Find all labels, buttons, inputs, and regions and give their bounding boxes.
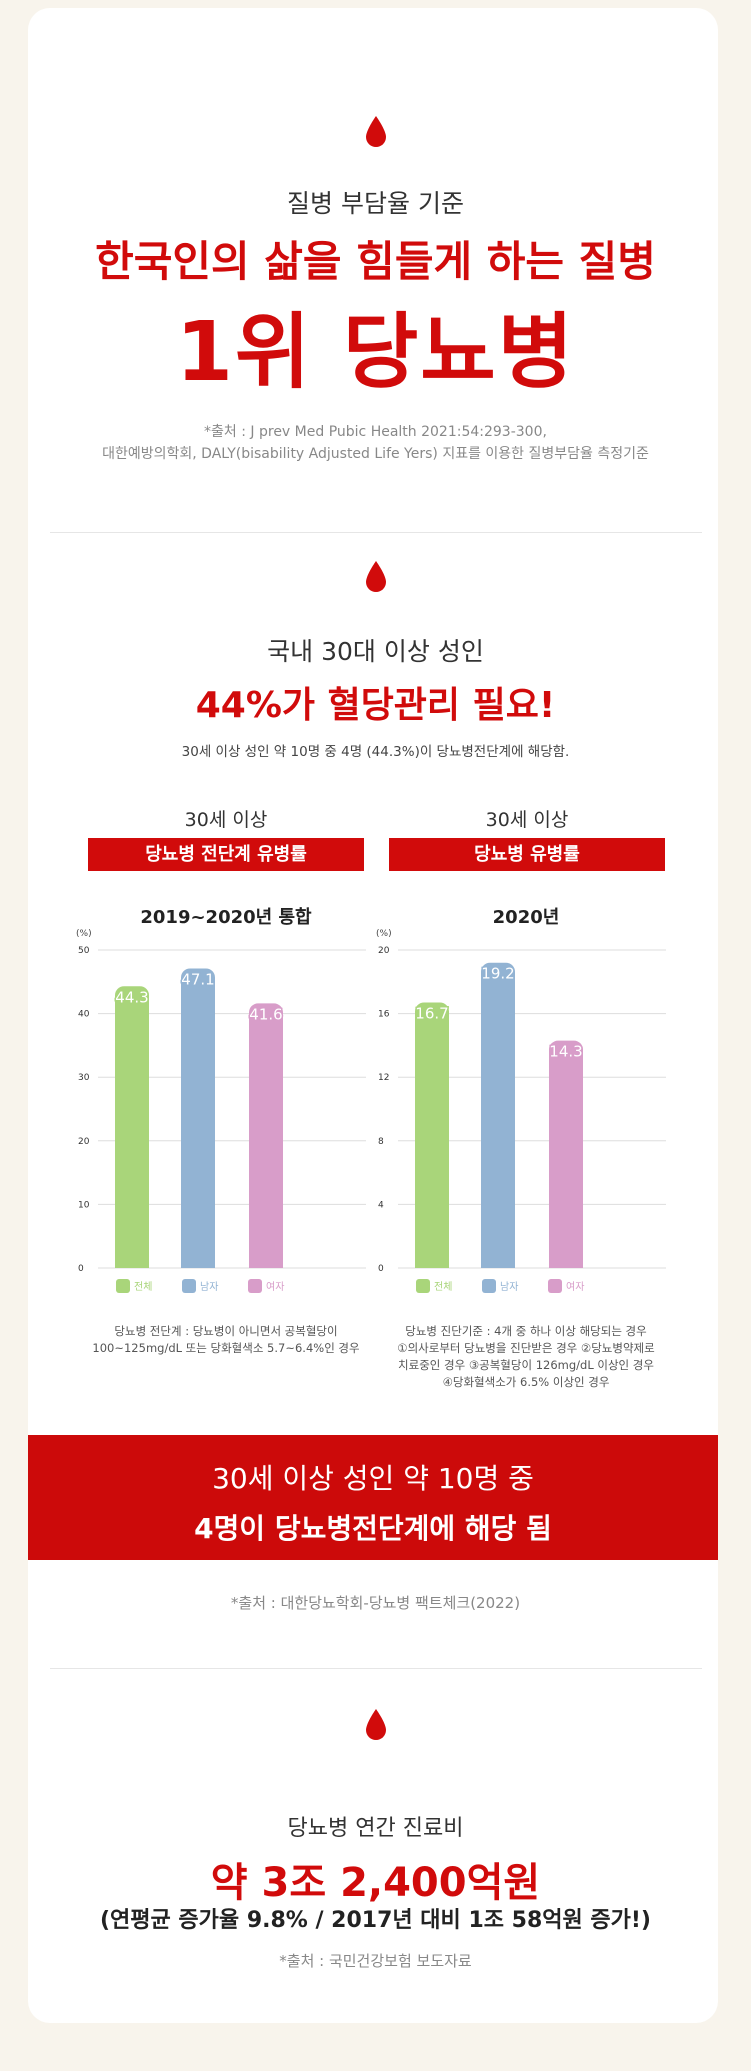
bar-base-3 xyxy=(549,1258,583,1268)
banner-line1: 30세 이상 성인 약 10명 중 xyxy=(212,1462,534,1495)
bar-3 xyxy=(549,1040,583,1268)
summary-banner: 30세 이상 성인 약 10명 중 4명이 당뇨병전단계에 해당 됨 xyxy=(28,1435,718,1560)
blood-drop-icon xyxy=(366,116,386,147)
legend-swatch xyxy=(182,1279,196,1293)
right-chart-note: 당뇨병 진단기준 : 4개 중 하나 이상 해당되는 경우 ①의사로부터 당뇨병… xyxy=(397,1324,655,1389)
legend-label: 여자 xyxy=(266,1281,284,1293)
y-tick-label: 20 xyxy=(378,946,390,956)
bar-base-1 xyxy=(115,1258,149,1268)
legend-swatch xyxy=(482,1279,496,1293)
legend-label: 남자 xyxy=(500,1281,518,1293)
y-tick-label: 8 xyxy=(378,1137,384,1147)
legend-label: 남자 xyxy=(200,1281,218,1293)
y-tick-label: 30 xyxy=(78,1073,90,1083)
section2-headline: 44%가 혈당관리 필요! xyxy=(195,685,556,726)
data-label: 19.2 xyxy=(481,965,514,983)
section1-source-line1: *출처 : J prev Med Pubic Health 2021:54:29… xyxy=(204,424,547,440)
section2-description: 30세 이상 성인 약 10명 중 4명 (44.3%)이 당뇨병전단계에 해당… xyxy=(181,744,570,760)
legend-label: 여자 xyxy=(566,1281,584,1293)
bar-base-3 xyxy=(249,1258,283,1268)
legend-swatch xyxy=(548,1279,562,1293)
bar-2 xyxy=(481,962,515,1268)
prediabetes-prevalence-chart: (%) 0 10 20 30 40 50 44.3 47.1 41.6 전체 남자 여자 xyxy=(76,929,366,1293)
bar-3 xyxy=(249,1003,283,1268)
chart-title-left: 2019~2020년 통합 xyxy=(140,907,312,928)
legend-label: 전체 xyxy=(134,1281,152,1293)
y-tick-label: 20 xyxy=(78,1137,90,1147)
y-tick-label: 40 xyxy=(78,1010,90,1020)
y-tick-label: 16 xyxy=(378,1010,390,1020)
left-chart-note: 당뇨병 전단계 : 당뇨병이 아니면서 공복혈당이 100~125mg/dL 또… xyxy=(92,1324,360,1355)
y-tick-label: 0 xyxy=(78,1264,84,1274)
data-label: 41.6 xyxy=(249,1005,282,1023)
section1-source-line2: 대한예방의학회, DALY(bisability Adjusted Life Y… xyxy=(102,446,649,462)
diabetes-prevalence-chart: (%) 0 4 8 12 16 20 16.7 19.2 14.3 전체 남자 여자 xyxy=(376,929,666,1293)
blood-drop-icon xyxy=(366,1709,386,1740)
legend-swatch xyxy=(416,1279,430,1293)
right-caption: 30세 이상 xyxy=(485,809,569,831)
section1-headline: 한국인의 삶을 힘들게 하는 질병 xyxy=(95,237,656,286)
data-label: 14.3 xyxy=(549,1043,582,1061)
y-tick-label: 50 xyxy=(78,946,90,956)
right-label-bar: 당뇨병 유병률 xyxy=(389,838,665,871)
banner-line2: 4명이 당뇨병전단계에 해당 됨 xyxy=(194,1512,552,1545)
y-axis-unit: (%) xyxy=(376,929,392,939)
bar-1 xyxy=(115,986,149,1268)
section3-subtitle: 당뇨병 연간 진료비 xyxy=(287,1816,464,1841)
bar-base-2 xyxy=(181,1258,215,1268)
divider xyxy=(50,1668,702,1669)
legend-swatch xyxy=(116,1279,130,1293)
section1-subtitle: 질병 부담율 기준 xyxy=(287,189,464,218)
left-caption: 30세 이상 xyxy=(184,809,268,831)
section3-detail: (연평균 증가율 9.8% / 2017년 대비 1조 58억원 증가!) xyxy=(100,1908,651,1933)
y-tick-label: 10 xyxy=(78,1200,90,1210)
data-label: 16.7 xyxy=(415,1004,448,1022)
y-tick-label: 0 xyxy=(378,1264,384,1274)
data-label: 47.1 xyxy=(181,970,214,988)
left-label-bar: 당뇨병 전단계 유병률 xyxy=(88,838,364,871)
legend-swatch xyxy=(248,1279,262,1293)
section1-big-title: 1위 당뇨병 xyxy=(175,305,576,400)
section3-headline: 약 3조 2,400억원 xyxy=(210,1860,541,1906)
legend-label: 전체 xyxy=(434,1281,452,1293)
section2-source: *출처 : 대한당뇨학회-당뇨병 팩트체크(2022) xyxy=(230,1594,521,1612)
blood-drop-icon xyxy=(366,561,386,592)
bar-base-2 xyxy=(481,1258,515,1268)
data-label: 44.3 xyxy=(115,988,148,1006)
section2-subtitle: 국내 30대 이상 성인 xyxy=(267,637,484,666)
bar-base-1 xyxy=(415,1258,449,1268)
y-tick-label: 4 xyxy=(378,1200,384,1210)
divider xyxy=(50,532,702,533)
section3-source: *출처 : 국민건강보험 보도자료 xyxy=(279,1952,472,1970)
bar-2 xyxy=(181,968,215,1268)
bar-1 xyxy=(415,1002,449,1268)
y-axis-unit: (%) xyxy=(76,929,92,939)
y-tick-label: 12 xyxy=(378,1073,389,1083)
chart-title-right: 2020년 xyxy=(492,907,560,928)
